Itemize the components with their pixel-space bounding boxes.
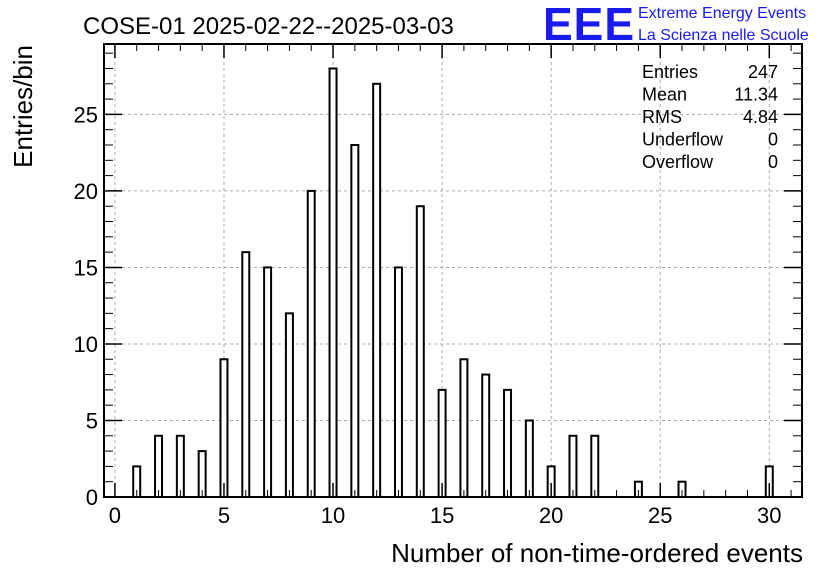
histogram-bar xyxy=(415,205,425,499)
logo-text: EEE xyxy=(543,0,635,50)
stats-value: 247 xyxy=(748,62,778,82)
x-tick-label: 0 xyxy=(109,503,121,528)
histogram-bar xyxy=(263,266,273,498)
histogram-bar xyxy=(241,251,251,498)
y-tick-label: 5 xyxy=(86,408,98,433)
histogram-bar xyxy=(393,266,403,498)
grid xyxy=(104,44,802,497)
histogram-bar xyxy=(306,189,316,498)
stats-value: 4.84 xyxy=(743,107,778,127)
histogram-bar xyxy=(437,388,447,498)
x-tick-label: 15 xyxy=(430,503,454,528)
histogram-bar xyxy=(372,82,382,499)
stats-label: Entries xyxy=(642,62,698,82)
chart-title: COSE-01 2025-02-22--2025-03-03 xyxy=(83,13,454,40)
stats-label: Underflow xyxy=(642,130,724,150)
histogram-bar xyxy=(175,434,185,498)
logo-line-1: Extreme Energy Events xyxy=(638,5,806,22)
y-tick-label: 0 xyxy=(86,485,98,510)
stats-value: 11.34 xyxy=(734,85,778,105)
x-tick-label: 30 xyxy=(757,503,781,528)
histogram-bar xyxy=(219,358,229,498)
x-tick-label: 10 xyxy=(321,503,345,528)
histogram-bar xyxy=(590,434,600,498)
plot-frame xyxy=(103,43,803,498)
y-axis-title: Entries/bin xyxy=(8,45,38,168)
stats-label: RMS xyxy=(642,107,682,127)
histogram-bar xyxy=(503,388,513,498)
x-tick-label: 5 xyxy=(218,503,230,528)
histogram-bar xyxy=(459,358,469,498)
histogram-bar xyxy=(568,434,578,498)
histogram-bar xyxy=(154,434,164,498)
stats-value: 0 xyxy=(768,152,778,172)
x-axis-title: Number of non-time-ordered events xyxy=(391,538,803,568)
histogram-bar xyxy=(328,67,338,499)
stats-box: Entries 247 Mean 11.34 RMS 4.84 Underflow 0 Over… xyxy=(642,62,778,172)
histogram-bar xyxy=(284,312,294,498)
y-tick-label: 10 xyxy=(74,332,98,357)
x-tick-label: 20 xyxy=(539,503,563,528)
stats-label: Mean xyxy=(642,85,687,105)
y-tick-label: 20 xyxy=(74,179,98,204)
tick-labels: 0 5 10 15 20 25 30 0 5 10 15 20 25 xyxy=(74,102,782,528)
y-tick-label: 15 xyxy=(74,255,98,280)
histogram-bar xyxy=(350,144,360,499)
histogram-bar xyxy=(524,419,534,499)
eee-logo: EEE Extreme Energy Events La Scienza nel… xyxy=(543,0,809,50)
x-tick-label: 25 xyxy=(648,503,672,528)
axis-ticks xyxy=(104,44,802,498)
logo-line-2: La Scienza nelle Scuole xyxy=(638,27,809,44)
bars xyxy=(132,67,774,499)
stats-value: 0 xyxy=(768,130,778,150)
histogram-bar xyxy=(481,373,491,498)
y-tick-label: 25 xyxy=(74,102,98,127)
stats-label: Overflow xyxy=(642,152,714,172)
